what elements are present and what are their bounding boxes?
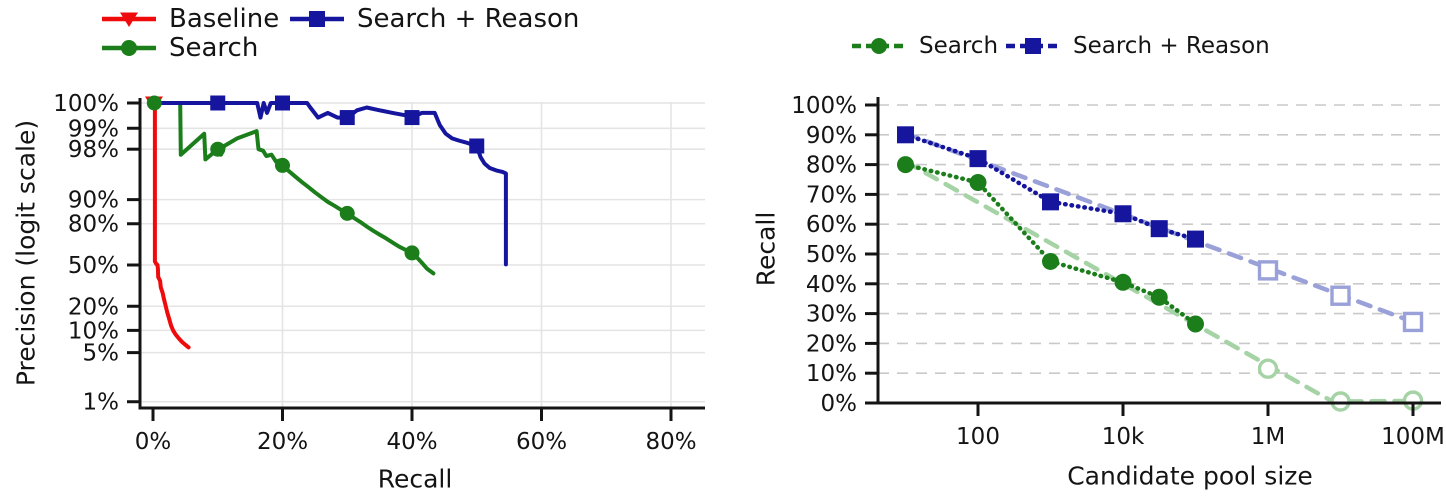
square-marker-search-reason — [339, 110, 355, 126]
search-legend-marker — [100, 35, 158, 61]
y-tick-label: 100% — [791, 93, 857, 119]
square-open-marker-search-reason-trend-extrapolated- — [1257, 260, 1279, 281]
series-group — [897, 126, 1424, 412]
circle-marker-search — [1187, 315, 1204, 333]
square-marker-search-reason — [969, 150, 987, 168]
circle-open-marker-search-trend-extrapolated- — [1257, 358, 1279, 379]
legend-marker-shape — [120, 12, 138, 27]
legend-item-baseline: Baseline — [100, 3, 280, 34]
legend-marker-shape — [309, 10, 325, 27]
circle-marker-search — [275, 157, 290, 173]
y-tick-label: 0% — [821, 391, 858, 417]
x-tick-label: 80% — [645, 429, 696, 455]
circle-marker-search — [146, 95, 162, 111]
legend-marker-shape — [121, 39, 137, 56]
right-chart-x-axis-title: Candidate pool size — [1067, 461, 1313, 491]
y-tick-label: 99% — [68, 116, 119, 142]
series-line-baseline — [152, 101, 191, 350]
left-chart: 1%5%10%20%50%80%90%98%99%100%0% 20% 40% 60%… — [53, 91, 705, 455]
square-open-marker-search-reason-trend-extrapolated- — [1402, 311, 1424, 333]
left-chart-x-axis-title: Recall — [377, 464, 453, 494]
y-tick-label: 1% — [83, 390, 120, 416]
baseline-legend-marker — [100, 6, 158, 32]
legend-glyph-svg — [852, 37, 906, 54]
x-tick-label: 1M — [1251, 424, 1285, 450]
square-marker-search-reason — [1187, 230, 1204, 248]
circle-marker-search — [1150, 288, 1168, 306]
square-marker-search-reason — [897, 126, 914, 144]
y-tick-label: 10% — [806, 361, 857, 387]
legend-marker-shape — [1025, 37, 1041, 54]
x-tick-label: 100 — [956, 424, 1000, 450]
square-open-marker-search-reason-trend-extrapolated- — [1330, 285, 1351, 306]
circle-marker-search — [1114, 273, 1132, 291]
circle-marker-search — [404, 245, 420, 261]
y-tick-label: 50% — [806, 242, 857, 268]
search-reason-legend-label: Search + Reason — [357, 3, 580, 34]
right-chart: 0% 10% 20% 30% 40% 50% 60% 70% 80% 90% 100% 100 10k 1… — [791, 93, 1445, 450]
legend-glyph-svg — [102, 39, 156, 56]
legend-item-search-reason: Search + Reason — [288, 3, 580, 34]
search-legend-label: Search — [169, 32, 259, 63]
circle-marker-search — [897, 156, 914, 174]
y-tick-label: 80% — [68, 212, 119, 238]
square-marker-search-reason — [1042, 193, 1059, 211]
left-chart-y-axis-title: Precision (logit scale) — [11, 119, 41, 387]
series-line-search-reason — [152, 101, 508, 267]
grid-lines — [878, 104, 1441, 375]
legend-glyph-svg — [290, 10, 344, 27]
x-tick-label: 40% — [386, 429, 437, 455]
legend-item-search-reason-right: Search + Reason — [1004, 32, 1270, 59]
x-tick-label: 0% — [135, 429, 172, 455]
right-chart-y-axis-title: Recall — [751, 211, 781, 287]
legend-marker-shape — [871, 37, 887, 54]
y-tick-label: 60% — [806, 212, 857, 238]
y-tick-label: 70% — [806, 182, 857, 208]
square-marker-search-reason — [210, 95, 226, 111]
legend-glyph-svg — [102, 12, 156, 27]
y-tick-label: 50% — [68, 253, 119, 279]
series-group — [144, 95, 508, 350]
search-reason-legend-marker — [288, 6, 346, 32]
square-marker-search-reason — [1114, 205, 1132, 223]
circle-marker-search — [1042, 252, 1059, 270]
search-right-legend-marker — [850, 33, 908, 59]
y-tick-label: 90% — [68, 188, 119, 214]
y-tick-label: 10% — [68, 318, 119, 344]
y-tick-label: 5% — [83, 341, 120, 367]
axes-spines — [876, 97, 1441, 405]
tick-labels: 0% 10% 20% 30% 40% 50% 60% 70% 80% 90% 100% 100 10k 1… — [791, 93, 1445, 450]
square-marker-search-reason — [404, 110, 420, 126]
circle-marker-search — [969, 173, 987, 191]
y-tick-label: 20% — [806, 331, 857, 357]
series-line-search-trend-extrapolated- — [903, 159, 1416, 405]
circle-marker-search — [339, 205, 355, 221]
y-tick-label: 80% — [806, 153, 857, 179]
y-tick-label: 40% — [806, 272, 857, 298]
search-reason-right-legend-label: Search + Reason — [1073, 32, 1270, 59]
x-tick-label: 20% — [257, 429, 308, 455]
y-tick-label: 20% — [68, 294, 119, 320]
square-marker-search-reason — [1150, 220, 1168, 238]
tick-labels: 1%5%10%20%50%80%90%98%99%100%0% 20% 40% 60%… — [53, 91, 696, 455]
legend-glyph-svg — [1006, 37, 1060, 54]
x-tick-label: 10k — [1102, 424, 1145, 450]
y-tick-label: 100% — [53, 91, 119, 117]
x-tick-label: 100M — [1381, 424, 1445, 450]
square-marker-search-reason — [275, 95, 290, 111]
legend-item-search: Search — [100, 32, 259, 63]
square-marker-search-reason — [469, 138, 485, 154]
legend-item-search-right: Search — [850, 32, 998, 59]
search-right-legend-label: Search — [919, 32, 999, 59]
search-reason-right-legend-marker — [1004, 33, 1062, 59]
y-tick-label: 98% — [68, 137, 119, 163]
y-tick-label: 30% — [806, 302, 857, 328]
circle-marker-search — [210, 141, 226, 157]
baseline-legend-label: Baseline — [169, 3, 280, 34]
y-tick-label: 90% — [806, 123, 857, 149]
x-tick-label: 60% — [516, 429, 567, 455]
